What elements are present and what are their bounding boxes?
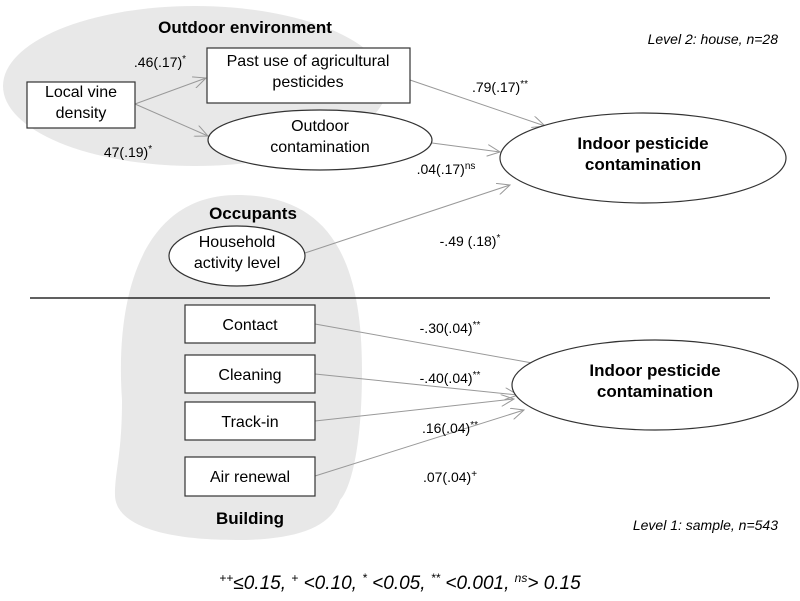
group-title: Outdoor environment bbox=[158, 18, 332, 37]
label: Cleaning bbox=[218, 367, 281, 384]
legend-text: > 0.15 bbox=[527, 573, 581, 594]
label: contamination bbox=[270, 139, 370, 156]
label: Outdoor bbox=[291, 118, 349, 135]
node bbox=[168, 225, 306, 287]
edge-label: .07(.04)+ bbox=[423, 469, 477, 485]
coef: .16(.04) bbox=[422, 420, 470, 436]
coef: -.49 (.18) bbox=[440, 233, 497, 249]
coef: -.40(.04) bbox=[420, 370, 473, 386]
label: density bbox=[56, 105, 107, 122]
legend-text: <0.10, bbox=[298, 573, 362, 594]
sig: * bbox=[182, 54, 186, 65]
coef: .79(.17) bbox=[472, 79, 520, 95]
edge-label: -.40(.04)** bbox=[420, 370, 481, 386]
level-label: Level 1: sample, n=543 bbox=[633, 517, 778, 533]
edge-label: .16(.04)** bbox=[422, 420, 478, 436]
coef: 47(.19) bbox=[104, 144, 148, 160]
sig: ** bbox=[473, 320, 481, 331]
sig: * bbox=[148, 144, 152, 155]
coef: .07(.04) bbox=[423, 469, 471, 485]
node bbox=[184, 401, 316, 441]
legend-sym: + bbox=[291, 571, 298, 585]
legend-sym: ns bbox=[515, 571, 528, 585]
edge-label: .04(.17)ns bbox=[417, 161, 476, 177]
label: Contact bbox=[222, 317, 278, 334]
legend-text: <0.001, bbox=[440, 573, 514, 594]
sig: ns bbox=[465, 161, 476, 172]
sig: ** bbox=[473, 370, 481, 381]
edge-label: .46(.17)* bbox=[134, 54, 186, 70]
legend-text: <0.05, bbox=[367, 573, 431, 594]
legend-sym: * bbox=[362, 571, 367, 585]
label: pesticides bbox=[272, 74, 343, 91]
edge-label: 47(.19)* bbox=[104, 144, 152, 160]
edge-label: .79(.17)** bbox=[472, 79, 528, 95]
edge-label: -.49 (.18)* bbox=[440, 233, 501, 249]
label: Track-in bbox=[221, 414, 278, 431]
legend-text: ≤0.15, bbox=[233, 573, 291, 594]
label: Air renewal bbox=[210, 469, 290, 486]
arrows bbox=[134, 78, 560, 477]
node bbox=[207, 109, 433, 171]
legend-sym: ++ bbox=[219, 571, 233, 585]
label: contamination bbox=[585, 155, 701, 174]
node bbox=[184, 456, 316, 497]
coef: .46(.17) bbox=[134, 54, 182, 70]
level-label: Level 2: house, n=28 bbox=[648, 31, 779, 47]
edge-label: -.30(.04)** bbox=[420, 320, 481, 336]
label: Household bbox=[199, 234, 276, 251]
label: Indoor pesticide bbox=[577, 134, 708, 153]
node bbox=[499, 112, 787, 204]
coef: .04(.17) bbox=[417, 161, 465, 177]
label: Past use of agricultural bbox=[227, 53, 390, 70]
node bbox=[184, 354, 316, 394]
node bbox=[26, 81, 136, 129]
label: activity level bbox=[194, 255, 280, 272]
node bbox=[184, 304, 316, 344]
label: Indoor pesticide bbox=[589, 361, 720, 380]
sig: + bbox=[471, 469, 477, 480]
sig: ** bbox=[520, 79, 528, 90]
legend: ++≤0.15, + <0.10, * <0.05, ** <0.001, ns… bbox=[219, 571, 581, 594]
coef: -.30(.04) bbox=[420, 320, 473, 336]
group-title: Building bbox=[216, 509, 284, 528]
legend-sym: ** bbox=[431, 571, 441, 585]
node bbox=[511, 339, 799, 431]
node bbox=[206, 47, 411, 104]
label: contamination bbox=[597, 382, 713, 401]
label: Local vine bbox=[45, 84, 117, 101]
group-title: Occupants bbox=[209, 204, 297, 223]
sig: * bbox=[496, 233, 500, 244]
sig: ** bbox=[470, 420, 478, 431]
